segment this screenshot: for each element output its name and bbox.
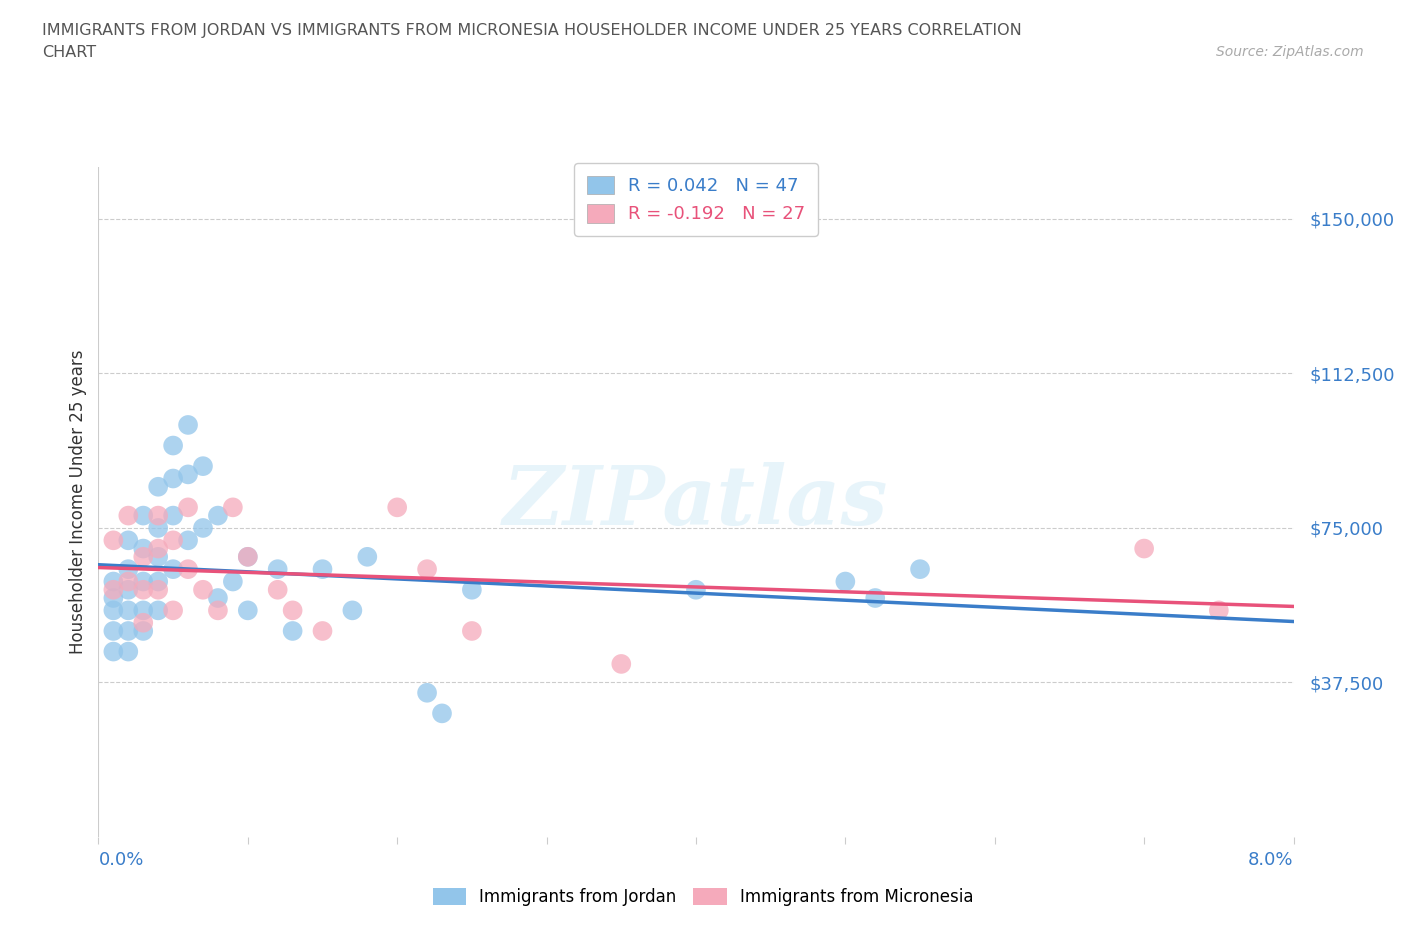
- Point: [1133, 541, 1156, 556]
- Point: [834, 574, 856, 589]
- Point: [177, 562, 200, 577]
- Point: [132, 541, 155, 556]
- Point: [148, 508, 170, 523]
- Point: [430, 706, 453, 721]
- Text: ZIPatlas: ZIPatlas: [503, 462, 889, 542]
- Point: [177, 500, 200, 515]
- Point: [236, 550, 259, 565]
- Point: [685, 582, 707, 597]
- Point: [103, 574, 125, 589]
- Point: [148, 550, 170, 565]
- Point: [267, 562, 290, 577]
- Point: [281, 603, 304, 618]
- Point: [132, 508, 155, 523]
- Point: [863, 591, 886, 605]
- Point: [103, 582, 125, 597]
- Text: CHART: CHART: [42, 45, 96, 60]
- Point: [103, 533, 125, 548]
- Point: [1208, 603, 1230, 618]
- Legend: R = 0.042   N = 47, R = -0.192   N = 27: R = 0.042 N = 47, R = -0.192 N = 27: [574, 163, 818, 236]
- Point: [356, 550, 378, 565]
- Point: [610, 657, 633, 671]
- Point: [191, 582, 214, 597]
- Point: [162, 472, 184, 486]
- Point: [103, 591, 125, 605]
- Point: [117, 562, 139, 577]
- Point: [132, 603, 155, 618]
- Point: [908, 562, 931, 577]
- Point: [117, 582, 139, 597]
- Point: [132, 623, 155, 638]
- Point: [461, 623, 484, 638]
- Point: [267, 582, 290, 597]
- Point: [236, 603, 259, 618]
- Point: [162, 438, 184, 453]
- Point: [416, 562, 439, 577]
- Text: 8.0%: 8.0%: [1249, 851, 1294, 870]
- Point: [416, 685, 439, 700]
- Point: [148, 603, 170, 618]
- Point: [236, 550, 259, 565]
- Point: [311, 562, 333, 577]
- Point: [385, 500, 409, 515]
- Point: [281, 623, 304, 638]
- Point: [222, 574, 245, 589]
- Legend: Immigrants from Jordan, Immigrants from Micronesia: Immigrants from Jordan, Immigrants from …: [426, 881, 980, 912]
- Point: [117, 603, 139, 618]
- Point: [207, 603, 229, 618]
- Point: [162, 603, 184, 618]
- Text: 0.0%: 0.0%: [98, 851, 143, 870]
- Point: [162, 508, 184, 523]
- Point: [177, 467, 200, 482]
- Point: [117, 644, 139, 659]
- Point: [148, 521, 170, 536]
- Point: [222, 500, 245, 515]
- Point: [117, 623, 139, 638]
- Point: [311, 623, 333, 638]
- Point: [191, 521, 214, 536]
- Point: [117, 533, 139, 548]
- Point: [117, 508, 139, 523]
- Point: [148, 582, 170, 597]
- Point: [148, 479, 170, 494]
- Y-axis label: Householder Income Under 25 years: Householder Income Under 25 years: [69, 350, 87, 655]
- Point: [132, 550, 155, 565]
- Point: [207, 591, 229, 605]
- Point: [132, 616, 155, 631]
- Point: [177, 418, 200, 432]
- Point: [191, 458, 214, 473]
- Point: [117, 574, 139, 589]
- Text: Source: ZipAtlas.com: Source: ZipAtlas.com: [1216, 45, 1364, 59]
- Point: [132, 582, 155, 597]
- Point: [461, 582, 484, 597]
- Point: [207, 508, 229, 523]
- Point: [177, 533, 200, 548]
- Point: [342, 603, 364, 618]
- Point: [103, 603, 125, 618]
- Point: [148, 541, 170, 556]
- Text: IMMIGRANTS FROM JORDAN VS IMMIGRANTS FROM MICRONESIA HOUSEHOLDER INCOME UNDER 25: IMMIGRANTS FROM JORDAN VS IMMIGRANTS FRO…: [42, 23, 1022, 38]
- Point: [103, 623, 125, 638]
- Point: [162, 533, 184, 548]
- Point: [103, 644, 125, 659]
- Point: [162, 562, 184, 577]
- Point: [148, 574, 170, 589]
- Point: [132, 574, 155, 589]
